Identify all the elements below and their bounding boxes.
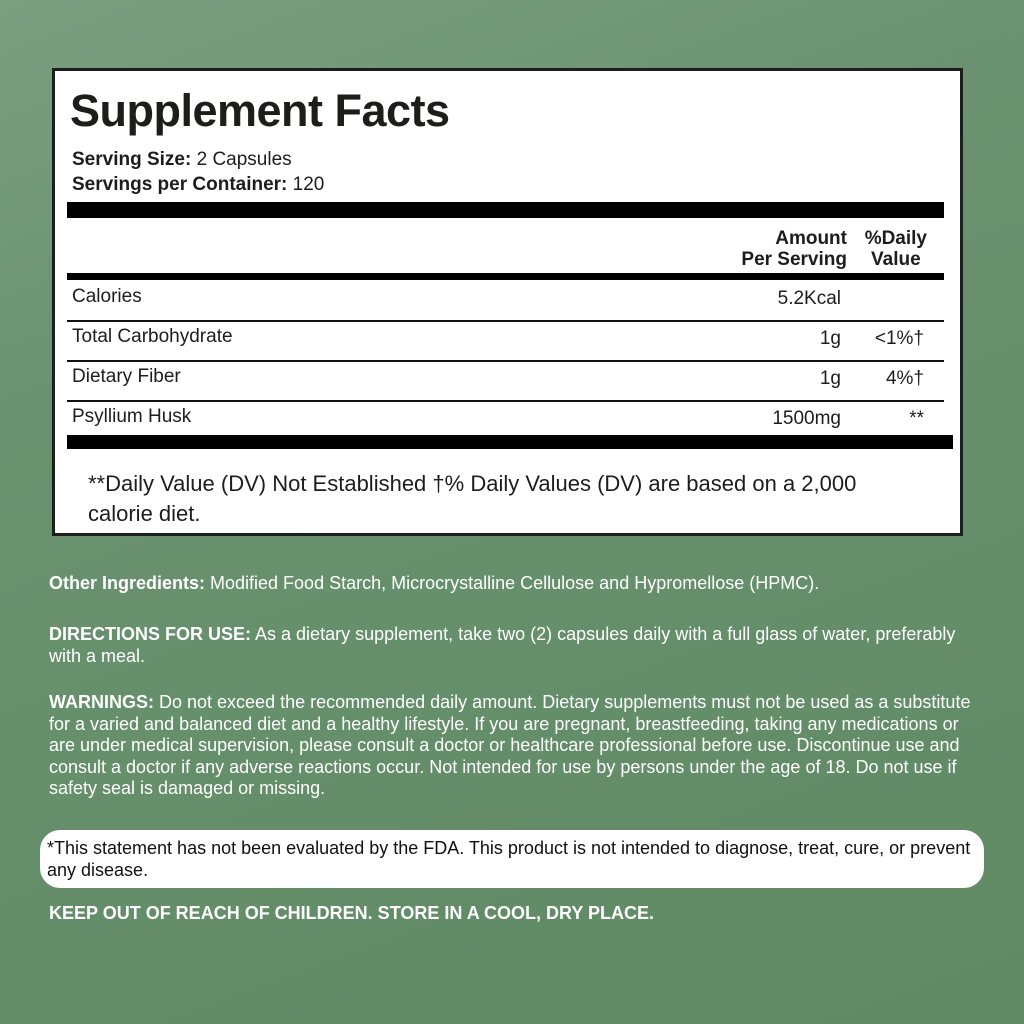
nutrient-name: Psyllium Husk — [72, 406, 192, 427]
amount-header-line: Per Serving — [741, 249, 847, 270]
nutrient-name: Calories — [72, 286, 142, 307]
warnings: WARNINGS: Do not exceed the recommended … — [49, 692, 984, 800]
other-ingredients: Other Ingredients: Modified Food Starch,… — [49, 573, 989, 595]
warnings-text: Do not exceed the recommended daily amou… — [49, 692, 971, 798]
divider-thick — [67, 435, 953, 449]
other-ingredients-label: Other Ingredients: — [49, 573, 206, 593]
servings-per-container: Servings per Container: 120 — [72, 174, 324, 196]
dv-header-line: %Daily — [864, 228, 927, 249]
panel-title: Supplement Facts — [70, 85, 450, 136]
table-row: Dietary Fiber 1g 4%† — [67, 360, 944, 402]
serving-size-label: Serving Size: — [72, 149, 192, 170]
nutrient-name: Dietary Fiber — [72, 366, 181, 387]
dv-header: %Daily Value — [865, 228, 927, 270]
other-ingredients-text: Modified Food Starch, Microcrystalline C… — [205, 573, 820, 593]
fda-disclaimer-box: *This statement has not been evaluated b… — [40, 830, 984, 888]
servings-label: Servings per Container: — [72, 174, 288, 195]
fda-disclaimer: *This statement has not been evaluated b… — [47, 838, 971, 880]
directions-label: DIRECTIONS FOR USE: — [49, 624, 252, 644]
nutrient-amount: 5.2Kcal — [777, 288, 841, 309]
supplement-facts-panel: Supplement Facts Serving Size: 2 Capsule… — [52, 68, 963, 536]
table-row: Total Carbohydrate 1g <1%† — [67, 320, 944, 362]
dv-header-line: Value — [871, 249, 921, 270]
warnings-label: WARNINGS: — [49, 692, 154, 712]
divider-medium — [67, 273, 944, 280]
nutrient-dv: 4%† — [885, 368, 924, 389]
servings-value: 120 — [287, 174, 325, 195]
nutrient-dv: <1%† — [874, 328, 924, 349]
nutrient-amount: 1500mg — [772, 408, 841, 429]
serving-size-value: 2 Capsules — [191, 149, 292, 170]
footnote: **Daily Value (DV) Not Established †% Da… — [88, 471, 857, 526]
divider-thick — [67, 202, 944, 218]
nutrient-name: Total Carbohydrate — [72, 326, 233, 347]
nutrient-amount: 1g — [819, 328, 841, 349]
nutrient-dv: ** — [909, 408, 924, 429]
directions-text: As a dietary supplement, take two (2) ca… — [49, 624, 956, 666]
directions: DIRECTIONS FOR USE: As a dietary supplem… — [49, 624, 989, 667]
table-row: Calories 5.2Kcal — [67, 280, 944, 322]
amount-header-line: Amount — [775, 228, 847, 249]
storage-warning: KEEP OUT OF REACH OF CHILDREN. STORE IN … — [49, 903, 655, 923]
serving-size: Serving Size: 2 Capsules — [72, 149, 292, 171]
table-row: Psyllium Husk 1500mg ** — [67, 400, 944, 440]
amount-header: Amount Per Serving — [741, 228, 847, 270]
nutrient-amount: 1g — [819, 368, 841, 389]
